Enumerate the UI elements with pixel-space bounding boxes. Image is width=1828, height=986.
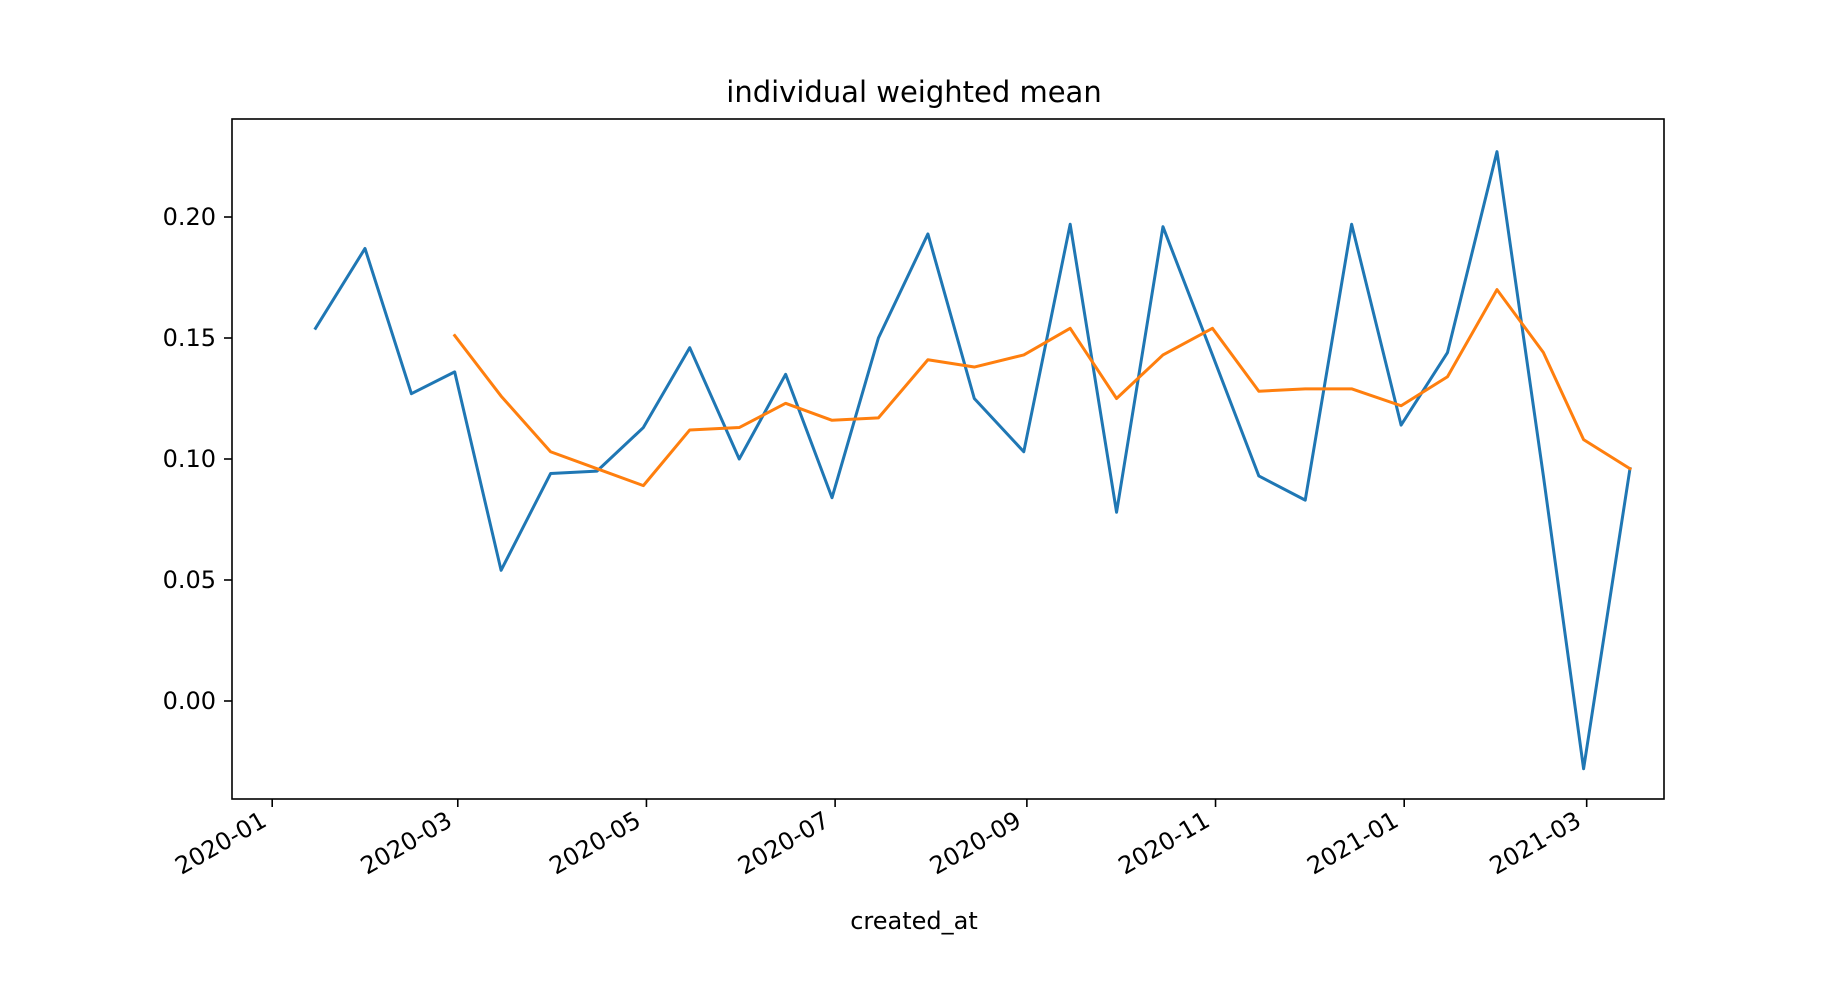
y-tick-label: 0.15: [163, 324, 216, 352]
y-tick-label: 0.05: [163, 566, 216, 594]
x-tick-label: 2020-07: [733, 806, 834, 880]
series-line-1: [313, 150, 1632, 771]
x-tick-label: 2020-09: [925, 806, 1026, 880]
series-line-2: [452, 288, 1633, 488]
x-tick-label: 2020-05: [545, 806, 646, 880]
x-tick-label: 2020-01: [170, 806, 271, 880]
y-tick-label: 0.00: [163, 687, 216, 715]
y-tick-label: 0.10: [163, 445, 216, 473]
x-axis-label: created_at: [850, 907, 978, 935]
x-tick-label: 2021-01: [1302, 806, 1403, 880]
x-tick-label: 2020-11: [1114, 806, 1215, 880]
x-tick-label: 2020-03: [356, 806, 457, 880]
x-tick-label: 2021-03: [1485, 806, 1586, 880]
plot-area: 0.00 0.05 0.10 0.15 0.20 2020-01 2020-03 2020-0…: [163, 118, 1665, 880]
plot-frame: [231, 118, 1665, 800]
chart-title: individual weighted mean: [726, 75, 1101, 109]
y-tick-label: 0.20: [163, 203, 216, 231]
